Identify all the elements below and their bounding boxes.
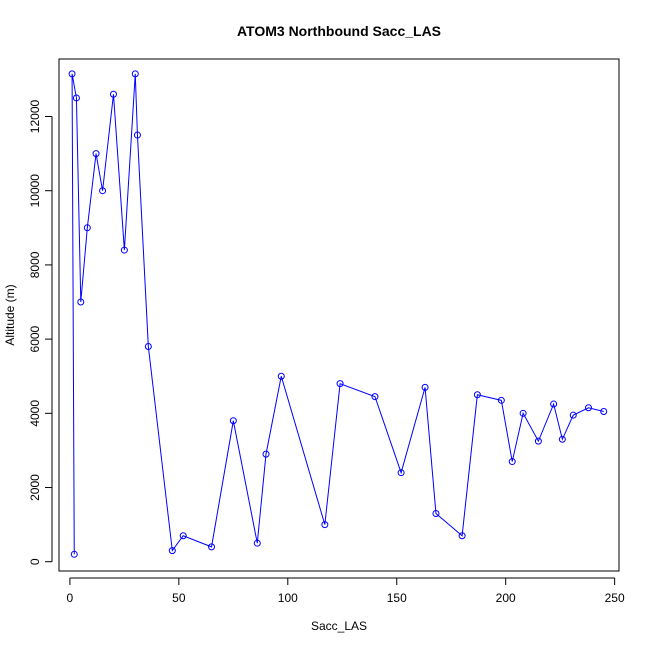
data-point: [144, 343, 152, 351]
plot-frame: [58, 58, 620, 572]
data-point: [83, 224, 91, 232]
x-tick-label: 100: [278, 591, 298, 605]
y-axis: 0 2000 4000 6000 8000 10000 12000: [28, 99, 53, 565]
data-point: [432, 509, 440, 517]
y-tick-label: 0: [28, 558, 42, 565]
data-point: [229, 417, 237, 425]
data-point: [550, 400, 558, 408]
x-tick-label: 50: [172, 591, 186, 605]
data-point: [99, 187, 107, 195]
y-tick-label: 4000: [28, 400, 42, 427]
data-point: [584, 404, 592, 412]
data-point: [600, 407, 608, 415]
data-point: [277, 372, 285, 380]
data-point: [70, 550, 78, 558]
data-point: [92, 150, 100, 158]
data-point: [569, 411, 577, 419]
y-tick-label: 2000: [28, 474, 42, 501]
series-line: [71, 73, 604, 555]
data-point: [208, 543, 216, 551]
y-tick-label: 10000: [28, 174, 42, 208]
data-point: [458, 532, 466, 540]
data-point: [371, 393, 379, 401]
x-tick-label: 150: [387, 591, 407, 605]
data-point: [77, 298, 85, 306]
data-point: [558, 435, 566, 443]
data-point: [497, 396, 505, 404]
data-point: [421, 383, 429, 391]
data-point: [131, 70, 139, 78]
y-tick-label: 12000: [28, 99, 42, 133]
x-tick-label: 250: [605, 591, 625, 605]
data-point: [336, 380, 344, 388]
data-point: [133, 131, 141, 139]
data-point: [473, 391, 481, 399]
x-tick-label: 0: [67, 591, 74, 605]
y-axis-label: Altitude (m): [3, 284, 17, 345]
data-point: [179, 532, 187, 540]
data-point: [253, 539, 261, 547]
y-tick-label: 6000: [28, 325, 42, 352]
data-point: [534, 437, 542, 445]
x-axis-label: Sacc_LAS: [311, 619, 367, 633]
data-point: [168, 547, 176, 555]
data-point: [397, 469, 405, 477]
y-tick-label: 8000: [28, 251, 42, 278]
data-point: [72, 94, 80, 102]
data-point: [508, 458, 516, 466]
x-axis: 0 50 100 150 200 250: [67, 577, 625, 605]
data-point: [120, 246, 128, 254]
chart-title: ATOM3 Northbound Sacc_LAS: [237, 23, 441, 39]
x-tick-label: 200: [496, 591, 516, 605]
data-point: [519, 409, 527, 417]
data-point: [262, 450, 270, 458]
data-series: [68, 70, 608, 558]
data-point: [68, 70, 76, 78]
data-point: [321, 521, 329, 529]
data-point: [109, 90, 117, 98]
